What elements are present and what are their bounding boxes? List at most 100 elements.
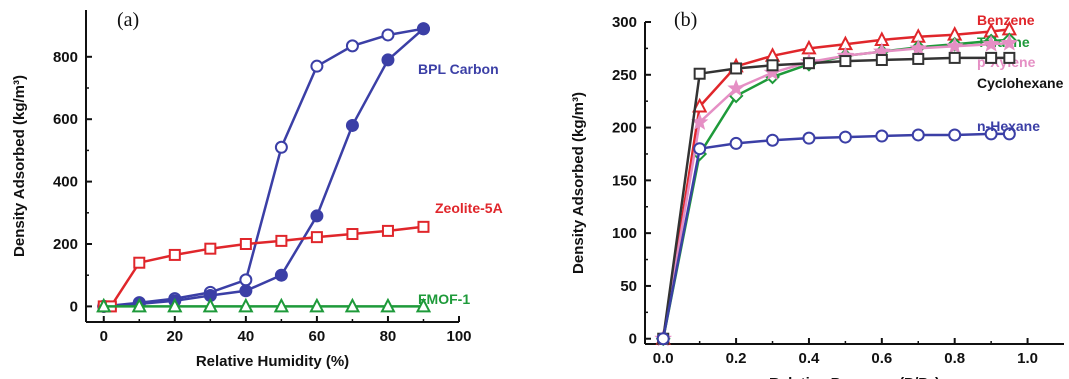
series-label: BPL Carbon (418, 61, 499, 77)
data-point (309, 297, 325, 313)
y-tick-label: 100 (612, 225, 637, 242)
data-point (345, 118, 359, 132)
data-point (381, 28, 395, 42)
x-tick-label: 60 (309, 328, 326, 345)
data-point (985, 51, 998, 64)
data-point (239, 284, 253, 298)
y-tick-label: 400 (53, 174, 78, 191)
data-point (310, 209, 324, 223)
series-cyclohexane (657, 51, 1016, 345)
data-point (948, 51, 961, 64)
data-point (766, 133, 780, 147)
data-point (381, 224, 394, 237)
data-point (415, 297, 432, 313)
data-point (729, 136, 743, 150)
data-point (690, 113, 709, 130)
data-point (693, 142, 707, 156)
data-point (1003, 51, 1016, 64)
data-point (984, 127, 998, 141)
y-tick-label: 150 (612, 172, 637, 189)
series-label: Zeolite-5A (435, 200, 503, 216)
series-line (661, 38, 1010, 339)
data-point (693, 67, 706, 80)
x-axis-label: Relative Humidity (%) (196, 353, 349, 370)
series-unnamed-1 (97, 22, 430, 313)
series-line (661, 56, 1010, 339)
data-point (417, 220, 430, 233)
data-point (875, 129, 889, 143)
x-tick-label: 20 (166, 328, 183, 345)
y-tick-label: 0 (629, 331, 637, 348)
panel-label: (a) (117, 9, 139, 31)
data-point (727, 79, 745, 97)
data-point (656, 332, 670, 346)
data-point (239, 273, 253, 287)
data-point (310, 231, 323, 244)
chart-panel-a: 0 200 400 600 800 0 20 40 60 80 100 Relative Humidi… (11, 9, 503, 370)
series-label: Benzene (977, 12, 1035, 28)
data-point (1002, 127, 1016, 141)
series-label: Cyclohexane (977, 75, 1064, 91)
x-tick-label: 0.0 (653, 350, 674, 367)
series-toluene (655, 32, 1017, 347)
series-line (661, 41, 1010, 339)
data-point (310, 59, 324, 73)
data-point (381, 53, 395, 67)
data-point (839, 55, 852, 68)
data-point (133, 256, 146, 269)
x-tick-label: 0.2 (726, 350, 747, 367)
x-tick-label: 40 (238, 328, 255, 345)
series-label: FMOF-1 (418, 291, 470, 307)
series-fmof-1 (96, 297, 432, 313)
data-point (945, 37, 964, 54)
data-point (766, 59, 779, 72)
y-tick-label: 0 (70, 298, 78, 315)
data-point (1000, 33, 1019, 51)
data-point (838, 130, 852, 144)
y-tick-label: 250 (612, 67, 637, 84)
data-point (167, 297, 183, 313)
x-tick-label: 100 (446, 328, 471, 345)
data-point (730, 62, 743, 75)
data-point (909, 39, 927, 56)
data-point (274, 268, 288, 282)
data-point (345, 39, 359, 53)
data-point (275, 234, 288, 247)
series-bpl-carbon (97, 22, 430, 313)
data-point (802, 131, 816, 145)
data-point (168, 248, 181, 261)
data-point (416, 22, 430, 36)
chart-panel-b: 0 50 100 150 200 250 300 0.0 0.2 0.4 0.6 0.8 1.0 Rela… (570, 9, 1064, 379)
series-label: n-Hexane (977, 118, 1040, 134)
data-point (911, 128, 925, 142)
x-tick-label: 0.6 (871, 350, 892, 367)
data-point (131, 297, 147, 313)
series-zeolite-5a (97, 220, 430, 313)
y-axis-label: Density Adsorbed (kg/m³) (11, 75, 28, 257)
data-point (912, 52, 925, 65)
data-point (204, 242, 217, 255)
data-point (239, 238, 252, 250)
x-tick-label: 1.0 (1017, 350, 1038, 367)
x-tick-label: 0.4 (799, 350, 821, 367)
series-line (661, 132, 1010, 339)
data-point (948, 128, 962, 142)
data-point (802, 57, 815, 70)
data-point (202, 297, 218, 313)
series-p-xylene (654, 33, 1019, 347)
panel-label: (b) (674, 9, 697, 31)
x-tick-label: 80 (380, 328, 397, 345)
series-line (103, 27, 425, 308)
data-point (96, 297, 112, 313)
data-point (238, 297, 254, 313)
x-tick-label: 0 (100, 328, 108, 345)
x-axis-label: Relative Pressure (P/P₀) (769, 375, 940, 379)
data-point (692, 97, 708, 113)
x-tick-label: 0.8 (944, 350, 965, 367)
series-n-hexane (656, 127, 1016, 346)
data-point (344, 297, 361, 313)
data-point (875, 54, 888, 67)
y-tick-label: 200 (53, 236, 78, 253)
series-line (103, 225, 424, 308)
